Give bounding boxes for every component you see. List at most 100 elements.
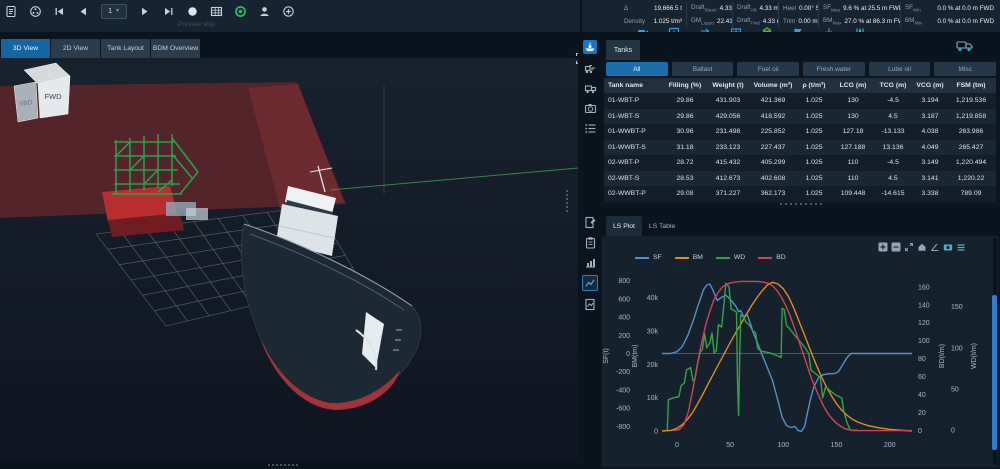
axis-tick: 0: [626, 351, 630, 358]
table-cell: 3.141: [921, 174, 939, 182]
axis-tick: 400: [618, 315, 630, 322]
column-header: Filling (%): [668, 82, 702, 89]
status-label: DraftFwd: [737, 16, 760, 27]
series-bm: [661, 281, 913, 432]
filter-fresh-water[interactable]: Fresh water: [803, 62, 865, 76]
axis-tick: 200: [618, 333, 630, 340]
filter-lube-oil[interactable]: Lube oil: [868, 62, 931, 76]
status-label: SFMax: [823, 3, 841, 14]
scrollbar-thumb[interactable]: [992, 295, 997, 450]
table-row[interactable]: 02-WBT-S 28.53 412.673 402.608 1.025 110 4.5 3.…: [604, 170, 996, 186]
add-button[interactable]: [282, 5, 295, 18]
tab-2d-view[interactable]: 2D View: [51, 39, 100, 58]
status-label: DraftAft: [737, 3, 757, 14]
camera-snapshot-icon[interactable]: [943, 242, 953, 252]
bar-chart-icon[interactable]: [584, 256, 597, 269]
legend-item[interactable]: SF: [635, 254, 662, 261]
3d-scene[interactable]: SBD FWD: [0, 58, 579, 462]
table-cell: 405.299: [760, 159, 786, 167]
menu-icon[interactable]: [956, 242, 966, 252]
step-back-button[interactable]: [77, 5, 90, 18]
status-value: 27.0 % at 86.3 m FWD: [844, 18, 900, 25]
grid-view-button[interactable]: [210, 5, 223, 18]
3d-viewport[interactable]: SBD FWD: [0, 58, 579, 462]
table-row[interactable]: 01-WBT-P 29.86 431.903 421.369 1.025 130 -4.5 3…: [604, 93, 996, 109]
skip-to-start-button[interactable]: [53, 5, 66, 18]
table-cell: 30.96: [676, 128, 694, 136]
cargo-truck-icon[interactable]: [956, 38, 974, 53]
tab-bdm-overview[interactable]: BDM Overview: [151, 39, 200, 58]
tank-filter-group: All Ballast Fuel oil Fresh water Lube oil Mis…: [606, 62, 997, 76]
table-row[interactable]: 02-WWBT-P 29.08 371.227 362.173 1.025 109.448…: [604, 186, 996, 202]
table-cell: 02-WBT-S: [608, 174, 640, 182]
axis-tick: -800: [616, 424, 630, 431]
chart-modebar: [878, 242, 966, 252]
zoom-in-icon[interactable]: [878, 242, 888, 252]
table-cell: 110: [847, 174, 859, 182]
legend-item[interactable]: BM: [674, 254, 703, 261]
axis-tick: 40: [918, 392, 926, 399]
navigation-cube[interactable]: SBD FWD: [13, 62, 71, 123]
tab-ls-table[interactable]: LS Table: [648, 222, 676, 230]
autoscale-icon[interactable]: [904, 242, 914, 252]
document-icon[interactable]: [5, 5, 18, 18]
tab-tanks[interactable]: Tanks: [606, 40, 640, 60]
table-cell: 1,220.494: [955, 159, 987, 167]
filter-fuel-oil[interactable]: Fuel oil: [737, 62, 800, 76]
table-cell: 02-WWBT-P: [608, 190, 646, 198]
status-value: 9.6 % at 25.5 m FWD: [843, 5, 900, 12]
draw-angle-icon[interactable]: [930, 242, 940, 252]
ls-plot-chart[interactable]: -800-600-400-2000200400600800SF(t)010k20…: [602, 236, 1000, 469]
tab-3d-view[interactable]: 3D View: [1, 39, 50, 58]
chart-background: [602, 236, 998, 467]
filter-all[interactable]: All: [606, 62, 668, 76]
clipboard-icon[interactable]: [584, 236, 597, 249]
table-row[interactable]: 02-WBT-P 28.72 415.432 405.299 1.025 110 -4.5 3…: [604, 155, 996, 171]
table-cell: 1.025: [805, 112, 823, 120]
panel-splitter-handle[interactable]: [566, 190, 568, 212]
frame-number-select[interactable]: 1 ▼: [101, 3, 127, 19]
film-reel-icon[interactable]: [29, 5, 42, 18]
list-icon[interactable]: [584, 122, 597, 135]
table-cell: 3.194: [921, 97, 939, 105]
column-header: Weight (t): [712, 82, 744, 89]
table-cell: -4.5: [887, 97, 899, 105]
zoom-out-icon[interactable]: [891, 242, 901, 252]
report-icon[interactable]: [584, 298, 597, 311]
ship-view-icon[interactable]: [583, 40, 597, 54]
reset-home-icon[interactable]: [917, 242, 927, 252]
table-splitter-handle[interactable]: [602, 203, 1000, 205]
truck-icon[interactable]: [584, 82, 597, 95]
table-row[interactable]: 01-WBT-S 29.86 429.056 418.592 1.025 130 4.5 3.…: [604, 108, 996, 124]
skip-to-end-button[interactable]: [162, 5, 175, 18]
legend-item[interactable]: WD: [715, 254, 745, 261]
table-cell: 263.986: [958, 128, 984, 136]
table-cell: 265.427: [958, 143, 984, 151]
record-button[interactable]: [186, 5, 199, 18]
ls-plot-area: -800 -600 -400 -200 0 200 400 600 800 SF(t) 0 10k 20…: [602, 236, 1000, 469]
filter-ballast[interactable]: Ballast: [671, 62, 734, 76]
tab-tank-layout[interactable]: Tank Layout: [101, 39, 150, 58]
axis-tick: -600: [616, 406, 630, 413]
document-edit-icon[interactable]: [584, 216, 597, 229]
axis-tick: 150: [831, 442, 843, 449]
line-chart-icon[interactable]: [582, 275, 598, 291]
series-sf: [662, 283, 912, 433]
table-row[interactable]: 01-WWBT-P 30.96 231.498 225.852 1.025 127.18 -…: [604, 124, 996, 140]
camera-icon[interactable]: [584, 102, 597, 115]
viewport-splitter-handle[interactable]: [268, 464, 298, 466]
step-forward-button[interactable]: [138, 5, 151, 18]
table-row[interactable]: 01-WWBT-S 31.18 233.123 227.437 1.025 127.188…: [604, 139, 996, 155]
axis-tick: -400: [616, 388, 630, 395]
axis-tick: 0: [675, 442, 679, 449]
status-label: SFMin: [905, 3, 921, 14]
table-cell: 01-WWBT-S: [608, 143, 646, 151]
tab-ls-plot[interactable]: LS Plot: [606, 216, 642, 236]
dock-plane: [0, 82, 346, 218]
filter-misc[interactable]: Misc: [934, 62, 997, 76]
forklift-icon[interactable]: [584, 62, 597, 75]
legend-item[interactable]: BD: [758, 254, 786, 261]
user-button[interactable]: [258, 5, 271, 18]
